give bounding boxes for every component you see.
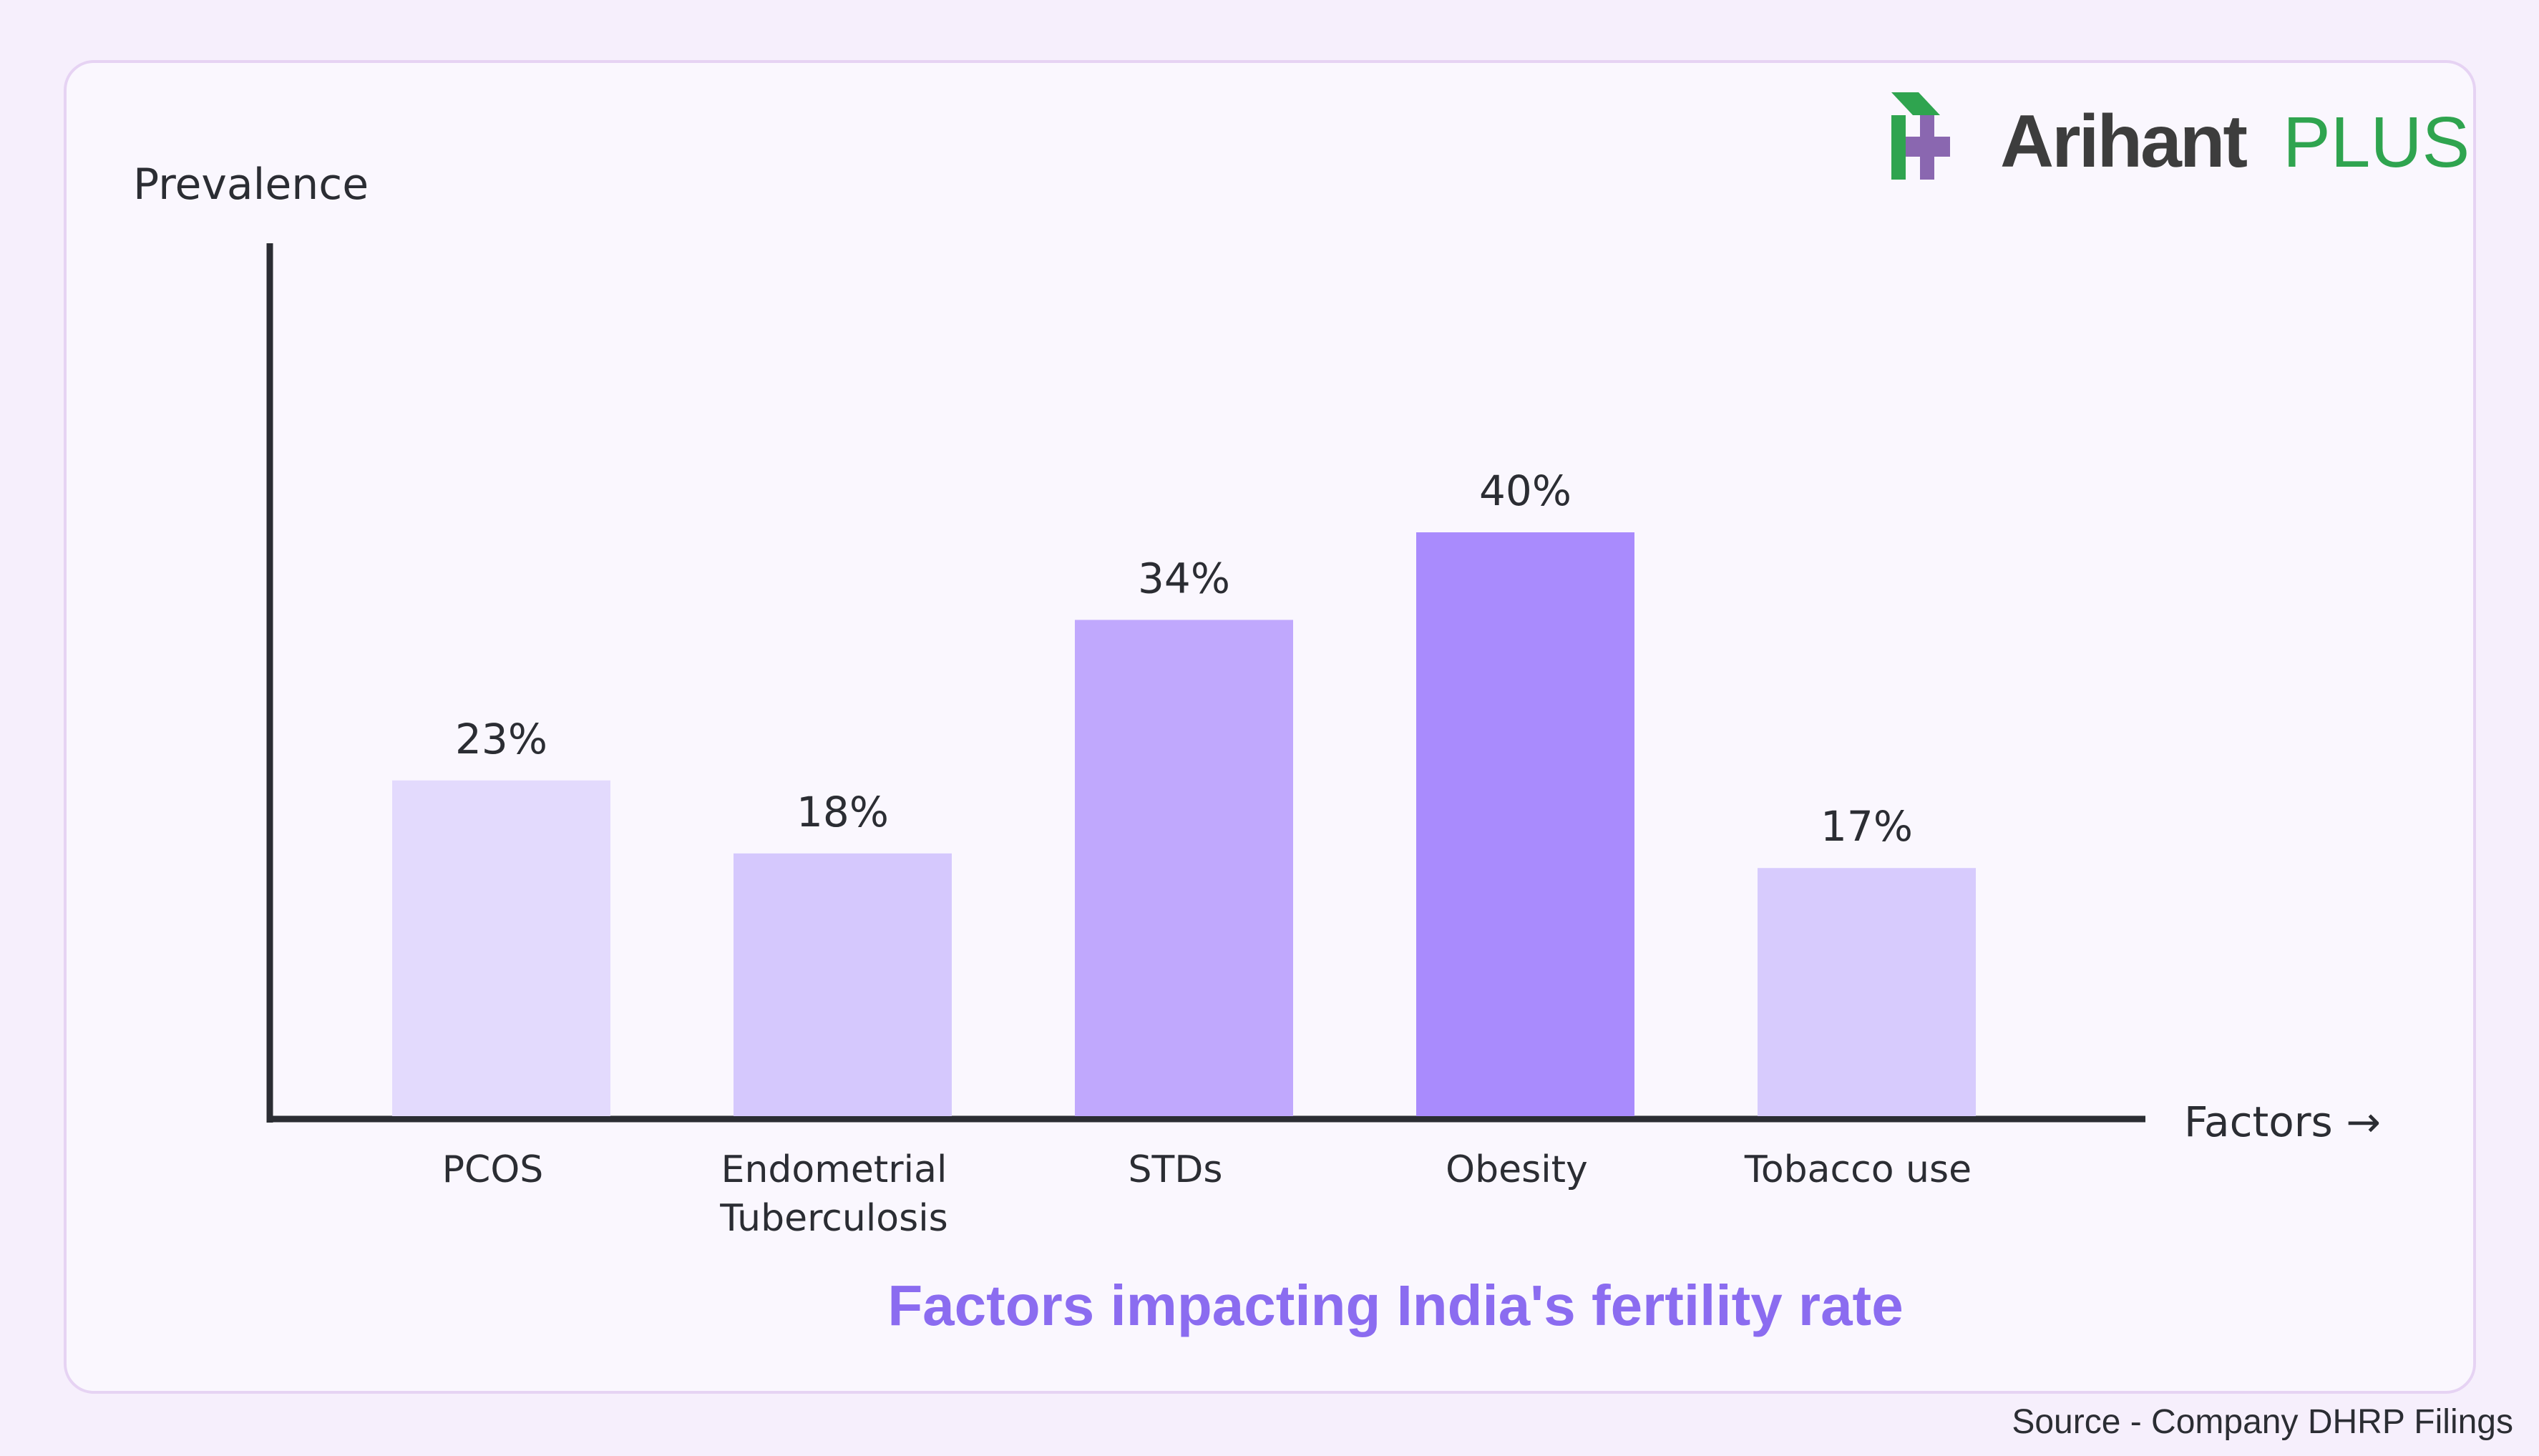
category-label: Endometrial <box>721 1148 947 1191</box>
logo-plus-h <box>1906 137 1950 157</box>
bar-2 <box>1075 620 1293 1116</box>
logo-roof-icon <box>1891 92 1940 115</box>
category-label: STDs <box>1129 1148 1223 1191</box>
data-label: 17% <box>1821 802 1913 851</box>
x-axis-label: Factors → <box>2184 1098 2381 1146</box>
source-note: Source - Company DHRP Filings <box>2012 1403 2513 1441</box>
logo-green-bar <box>1891 115 1906 180</box>
category-label: Tuberculosis <box>719 1197 948 1240</box>
category-label: Tobacco use <box>1744 1148 1972 1191</box>
category-label: Obesity <box>1446 1148 1588 1191</box>
data-label: 34% <box>1138 554 1230 602</box>
data-label: 18% <box>796 788 889 836</box>
bar-3 <box>1416 532 1634 1116</box>
logo: Arihant PLUS <box>1891 92 2470 183</box>
logo-text-main: Arihant <box>2000 100 2247 183</box>
logo-text-accent: PLUS <box>2283 102 2470 182</box>
chart-title: Factors impacting India's fertility rate <box>887 1274 1903 1337</box>
bar-4 <box>1758 868 1976 1116</box>
bar-1 <box>734 853 952 1116</box>
y-axis-label: Prevalence <box>133 160 369 210</box>
data-label: 40% <box>1479 466 1571 515</box>
category-label: PCOS <box>442 1148 544 1191</box>
bar-0 <box>392 780 610 1116</box>
data-label: 23% <box>455 715 547 763</box>
